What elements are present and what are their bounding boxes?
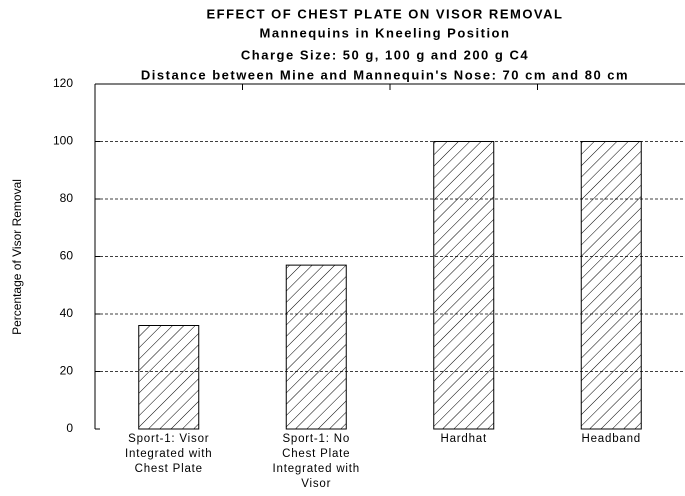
chart-subtitle: Mannequins in Kneeling Position [260,25,511,40]
bar [285,264,347,430]
y-tick-label: 40 [60,306,74,320]
bar [433,141,495,430]
y-axis-label: Percentage of Visor Removal [10,179,24,335]
y-tick-label: 0 [66,421,73,435]
x-tick-label: Sport-1: Visor Integrated with Chest Plate [125,433,212,475]
chart-subtitle: Charge Size: 50 g, 100 g and 200 g C4 [241,47,529,62]
x-tick-label: Hardhat [440,433,487,445]
y-tick-label: 100 [53,134,73,148]
bar [138,325,200,430]
y-tick-label: 60 [60,249,74,263]
chart-subtitle: Distance between Mine and Mannequin's No… [141,67,629,82]
y-tick-label: 80 [60,191,74,205]
y-tick-label: 120 [53,76,73,90]
y-tick-label: 20 [60,364,74,378]
x-tick-label: Headband [582,433,641,445]
bar [580,141,642,430]
x-tick-label: Sport-1: No Chest Plate Integrated with Vis… [273,433,360,490]
chart-title: EFFECT OF CHEST PLATE ON VISOR REMOVAL [207,6,564,21]
